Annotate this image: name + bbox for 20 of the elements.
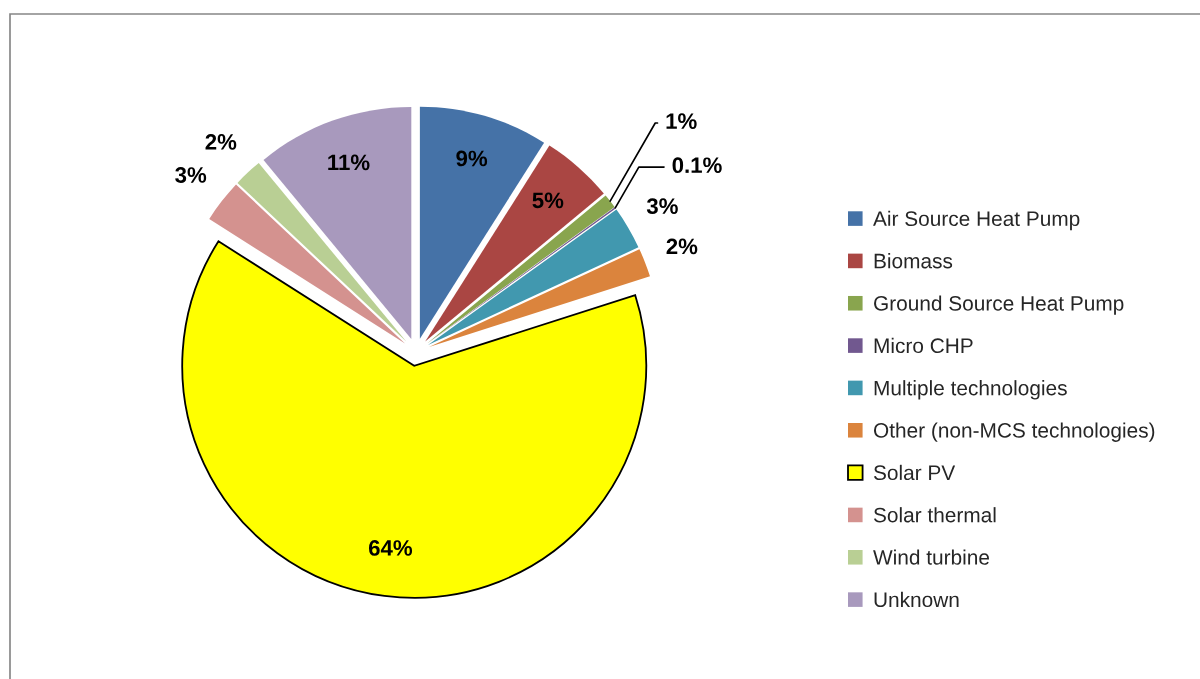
data-label: 2% — [666, 238, 698, 255]
data-label: 3% — [175, 167, 207, 183]
data-label: 1% — [666, 113, 697, 129]
data-label: 3% — [646, 198, 678, 215]
data-label: 64% — [368, 540, 413, 556]
legend-label: Wind turbine — [873, 549, 990, 565]
legend-label: Ground Source Heat Pump — [874, 295, 1124, 315]
legend-label: Other (non-MCS technologies) — [873, 422, 1155, 442]
legend-label: Multiple technologies — [874, 380, 1067, 400]
data-label: 11% — [328, 154, 370, 171]
legend-label: Solar thermal — [873, 507, 996, 523]
data-label: 0.1% — [672, 157, 722, 174]
legend-label: Biomass — [874, 253, 953, 269]
legend-label: Solar PV — [873, 464, 956, 481]
legend-label: Micro CHP — [874, 337, 973, 354]
data-label: 9% — [456, 150, 488, 167]
data-label: 5% — [532, 192, 564, 209]
data-label: 2% — [205, 134, 237, 150]
legend-label: Air Source Heat Pump — [873, 210, 1080, 231]
legend-label: Unknown — [874, 591, 959, 608]
